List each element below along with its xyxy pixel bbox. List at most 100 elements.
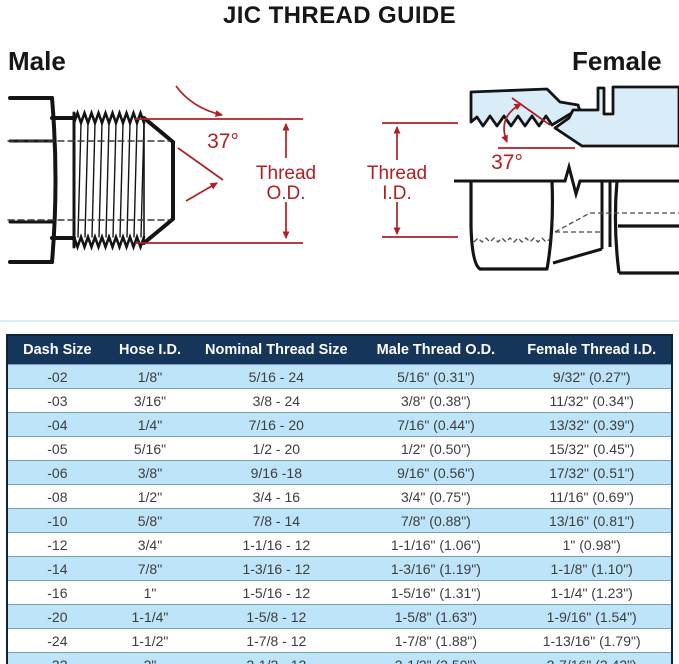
male-dim-label-line2: O.D. (266, 183, 305, 204)
table-cell: 7/16 - 20 (193, 412, 360, 437)
table-cell: 1-5/16 - 12 (193, 580, 360, 605)
table-cell: 1-5/8 - 12 (193, 604, 360, 629)
female-thread-id-dimension (382, 97, 575, 238)
male-fitting-outline (7, 96, 175, 264)
table-cell: 7/16" (0.44") (359, 412, 513, 437)
female-angle-label: 37° (491, 151, 523, 174)
table-cell: 3/4" (0.75") (359, 484, 513, 509)
table-row: -20 1-1/4" 1-5/8 - 12 1-5/8" (1.63") 1-9/16"… (7, 604, 672, 629)
table-cell: 3/4 - 16 (193, 484, 360, 509)
table-cell: 2-1/2" (2.50") (359, 652, 513, 664)
table-header-cell: Hose I.D. (106, 335, 194, 365)
table-cell: 1-9/16" (1.54") (512, 604, 672, 629)
table-cell: -32 (7, 652, 107, 664)
table-cell: 1-1/8" (1.10") (512, 556, 672, 581)
table-cell: 1-1/2" (106, 628, 194, 653)
table-cell: 3/8" (106, 460, 194, 485)
table-cell: 9/16 -18 (193, 460, 360, 485)
table-cell: 11/16" (0.69") (512, 484, 672, 509)
table-row: -12 3/4" 1-1/16 - 12 1-1/16" (1.06") 1" (0.9… (7, 532, 672, 557)
table-cell: 7/8" (106, 556, 194, 581)
table-cell: 1/2 - 20 (193, 436, 360, 461)
table-cell: 1-3/16" (1.19") (359, 556, 513, 581)
table-cell: 1-1/16" (1.06") (359, 532, 513, 557)
table-cell: 15/32" (0.45") (512, 436, 672, 461)
table-cell: 5/8" (106, 508, 194, 533)
table-row: -24 1-1/2" 1-7/8 - 12 1-7/8" (1.88") 1-13/16… (7, 628, 672, 653)
table-cell: 1-7/8 - 12 (193, 628, 360, 653)
page-title: JIC THREAD GUIDE (222, 2, 457, 29)
male-angle-label: 37° (207, 130, 239, 153)
table-row: -03 3/16" 3/8 - 24 3/8" (0.38") 11/32" (0.34… (7, 388, 672, 413)
table-cell: 2" (106, 652, 194, 664)
table-header-cell: Female Thread I.D. (512, 335, 672, 365)
table-cell: 1-7/8" (1.88") (359, 628, 513, 653)
table-cell: 3/16" (106, 388, 194, 413)
thread-table-wrap: Dash Size Hose I.D. Nominal Thread Size Mal… (6, 334, 673, 664)
table-cell: 2-7/16" (2.42") (512, 652, 672, 664)
table-cell: 9/32" (0.27") (512, 364, 672, 389)
table-row: -08 1/2" 3/4 - 16 3/4" (0.75") 11/16" (0.69"… (7, 484, 672, 509)
table-cell: 1-5/8" (1.63") (359, 604, 513, 629)
table-row: -16 1" 1-5/16 - 12 1-5/16" (1.31") 1-1/4" (1… (7, 580, 672, 605)
table-cell: 2-1/2 - 12 (193, 652, 360, 664)
table-cell: 1/2" (0.50") (359, 436, 513, 461)
table-cell: -24 (7, 628, 107, 653)
table-cell: 1-5/16" (1.31") (359, 580, 513, 605)
table-row: -14 7/8" 1-3/16 - 12 1-3/16" (1.19") 1-1/8" … (7, 556, 672, 581)
table-cell: -04 (7, 412, 107, 437)
female-dim-label-line2: I.D. (382, 183, 412, 204)
divider-rule (0, 320, 679, 322)
table-cell: 1/2" (106, 484, 194, 509)
table-cell: 13/16" (0.81") (512, 508, 672, 533)
table-cell: 1-3/16 - 12 (193, 556, 360, 581)
table-cell: -05 (7, 436, 107, 461)
table-cell: -08 (7, 484, 107, 509)
table-row: -05 5/16" 1/2 - 20 1/2" (0.50") 15/32" (0.45… (7, 436, 672, 461)
table-cell: -06 (7, 460, 107, 485)
table-cell: -03 (7, 388, 107, 413)
male-fitting-diagram: 37° Thread O.D. (7, 85, 316, 264)
table-cell: 5/16 - 24 (193, 364, 360, 389)
female-fitting-outline (469, 85, 679, 275)
table-cell: 1/8" (106, 364, 194, 389)
table-cell: -20 (7, 604, 107, 629)
table-header-cell: Dash Size (7, 335, 107, 365)
table-cell: 3/8" (0.38") (359, 388, 513, 413)
table-header-cell: Male Thread O.D. (359, 335, 513, 365)
male-label: Male (8, 46, 66, 76)
table-cell: 3/4" (106, 532, 194, 557)
table-cell: -02 (7, 364, 107, 389)
table-cell: 1" (0.98") (512, 532, 672, 557)
table-row: -06 3/8" 9/16 -18 9/16" (0.56") 17/32" (0.51… (7, 460, 672, 485)
table-cell: 11/32" (0.34") (512, 388, 672, 413)
thread-table: Dash Size Hose I.D. Nominal Thread Size Mal… (6, 334, 673, 664)
table-cell: 1-1/16 - 12 (193, 532, 360, 557)
table-cell: -10 (7, 508, 107, 533)
table-row: -02 1/8" 5/16 - 24 5/16" (0.31") 9/32" (0.27… (7, 364, 672, 389)
table-row: -10 5/8" 7/8 - 14 7/8" (0.88") 13/16" (0.81"… (7, 508, 672, 533)
table-row: -322"2-1/2 - 122-1/2" (2.50")2-7/16" (2.… (7, 652, 672, 664)
table-cell: 1/4" (106, 412, 194, 437)
male-centerlines (7, 140, 171, 221)
female-centerline (454, 161, 679, 200)
table-header-row: Dash Size Hose I.D. Nominal Thread Size Mal… (7, 335, 672, 365)
table-cell: -14 (7, 556, 107, 581)
table-cell: 13/32" (0.39") (512, 412, 672, 437)
table-row: -04 1/4" 7/16 - 20 7/16" (0.44") 13/32" (0.3… (7, 412, 672, 437)
female-fitting-diagram: 37° Thread I.D. (367, 85, 679, 275)
table-cell: 9/16" (0.56") (359, 460, 513, 485)
table-header-cell: Nominal Thread Size (193, 335, 360, 365)
table-cell: 1-1/4" (1.23") (512, 580, 672, 605)
table-cell: 1-13/16" (1.79") (512, 628, 672, 653)
female-dim-label-line1: Thread (367, 163, 427, 184)
table-cell: -16 (7, 580, 107, 605)
table-cell: 7/8" (0.88") (359, 508, 513, 533)
table-cell: 3/8 - 24 (193, 388, 360, 413)
male-thread-od-dimension (135, 85, 303, 244)
table-cell: 1-1/4" (106, 604, 194, 629)
table-cell: -12 (7, 532, 107, 557)
table-cell: 5/16" (106, 436, 194, 461)
table-cell: 17/32" (0.51") (512, 460, 672, 485)
